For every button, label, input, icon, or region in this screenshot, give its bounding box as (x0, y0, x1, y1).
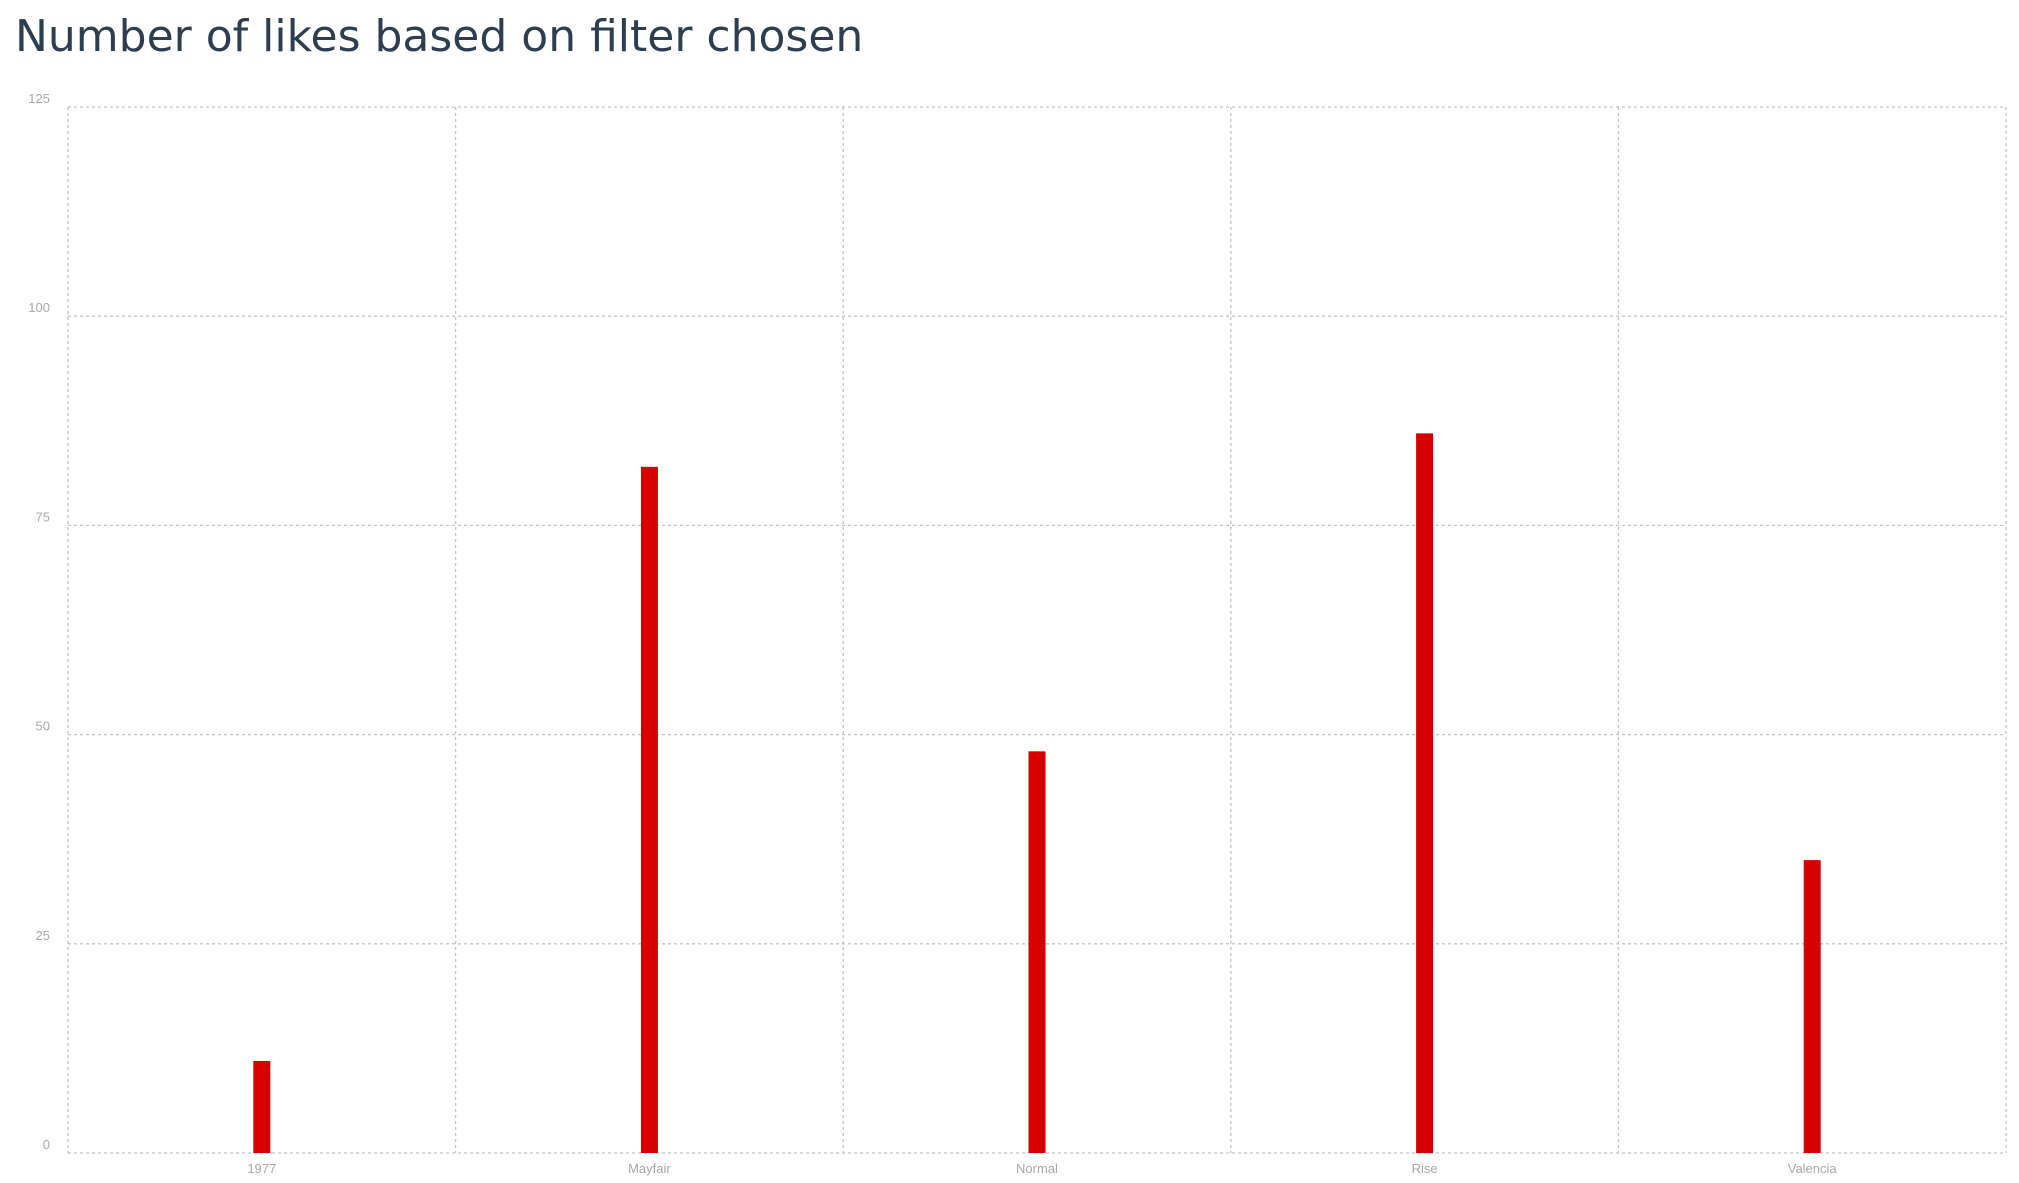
bar-mayfair[interactable] (640, 466, 658, 1154)
bar-1977[interactable] (253, 1060, 271, 1153)
x-tick-label: Normal (1016, 1161, 1058, 1176)
bar-valencia[interactable] (1803, 860, 1821, 1153)
x-tick-label: 1977 (247, 1161, 276, 1176)
bar-normal[interactable] (1028, 751, 1046, 1153)
x-tick-label: Valencia (1788, 1161, 1838, 1176)
y-axis-ticks: 0 25 50 75 100 125 (28, 91, 50, 1152)
chart-title: Number of likes based on filter chosen (15, 11, 864, 62)
x-tick-label: Mayfair (628, 1161, 671, 1176)
y-tick-label: 125 (28, 91, 50, 106)
y-tick-label: 75 (36, 509, 50, 524)
bars (253, 433, 1821, 1154)
y-tick-label: 100 (28, 300, 50, 315)
y-tick-label: 25 (36, 928, 50, 943)
y-tick-label: 0 (43, 1137, 50, 1152)
x-axis-ticks: 1977 Mayfair Normal Rise Valencia (247, 1161, 1837, 1176)
y-tick-label: 50 (36, 719, 50, 734)
bar-rise[interactable] (1416, 433, 1434, 1153)
x-tick-label: Rise (1412, 1161, 1438, 1176)
